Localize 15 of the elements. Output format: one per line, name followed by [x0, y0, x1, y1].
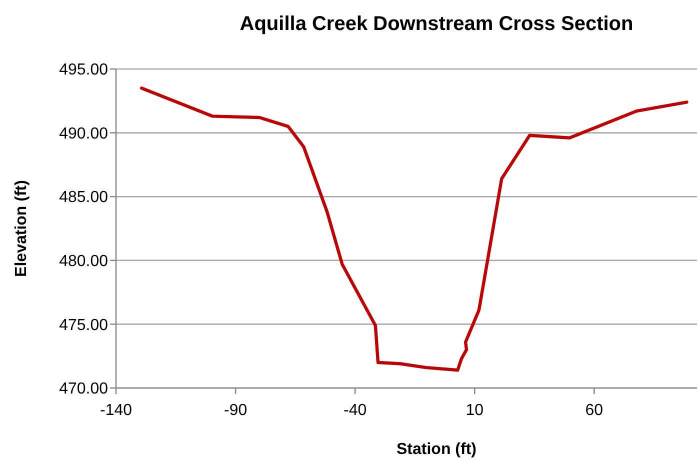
x-tick-label: -140 — [100, 402, 132, 419]
y-tick-label: 480.00 — [59, 253, 108, 270]
x-tick-label: 10 — [466, 402, 484, 419]
line-series — [140, 86, 688, 372]
y-tick-label: 470.00 — [59, 380, 108, 398]
y-tick-label: 475.00 — [59, 316, 108, 334]
x-tick-label: 60 — [585, 402, 604, 419]
y-tick-label: 485.00 — [59, 189, 108, 206]
y-axis-title: Elevation (ft) — [13, 180, 30, 277]
x-tick-label: -90 — [224, 402, 248, 419]
x-tick-label: -40 — [344, 402, 367, 419]
x-axis-title: Station (ft) — [396, 441, 476, 458]
chart-title: Aquilla Creek Downstream Cross Section — [240, 13, 634, 35]
y-tick-label: 490.00 — [59, 125, 108, 142]
y-tick-label: 495.00 — [59, 62, 108, 79]
